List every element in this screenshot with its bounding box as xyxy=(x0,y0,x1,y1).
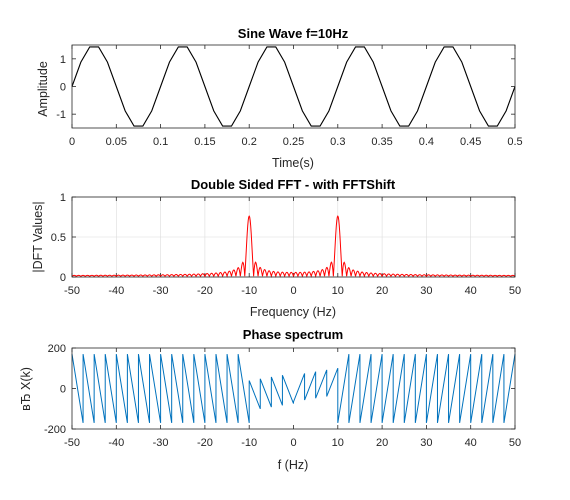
sine-wave-ticks: 0 0.05 0.1 0.15 0.2 0.25 0.3 0.35 0.4 0.45 0.5 -1 0 1 xyxy=(56,45,523,148)
x-tick-label: 30 xyxy=(420,437,432,449)
y-tick-label: 0 xyxy=(60,384,66,396)
phase-ylabel: вЂ X(k) xyxy=(19,367,33,411)
x-tick-label: -30 xyxy=(153,437,169,449)
x-tick-label: 10 xyxy=(332,437,344,449)
y-tick-label: 0 xyxy=(60,82,66,94)
fft-grid xyxy=(71,196,516,278)
x-tick-label: 40 xyxy=(465,437,477,449)
fft-ticks: -50 -40 -30 -20 -10 0 10 20 30 40 50 0 0.5 1 xyxy=(51,192,521,297)
phase-line xyxy=(71,353,516,424)
fft-xlabel: Frequency (Hz) xyxy=(250,305,336,319)
x-tick-label: 0.4 xyxy=(419,136,434,148)
x-tick-label: 20 xyxy=(376,437,388,449)
x-tick-label: 0.25 xyxy=(283,136,304,148)
x-tick-label: 0 xyxy=(290,437,296,449)
y-tick-label: 200 xyxy=(48,343,66,355)
fft-magnitude-line xyxy=(71,215,516,279)
x-tick-label: 0.05 xyxy=(106,136,127,148)
sine-wave-xlabel: Time(s) xyxy=(272,156,314,170)
sine-wave-title: Sine Wave f=10Hz xyxy=(238,26,349,41)
x-tick-label: 20 xyxy=(376,285,388,297)
y-tick-label: 1 xyxy=(60,54,66,66)
x-tick-label: 0 xyxy=(290,285,296,297)
x-tick-label: -20 xyxy=(197,437,213,449)
x-tick-label: 0 xyxy=(69,136,75,148)
sine-wave-line xyxy=(71,46,516,127)
y-tick-label: -1 xyxy=(56,109,66,121)
x-tick-label: 10 xyxy=(332,285,344,297)
fft-ylabel: |DFT Values| xyxy=(31,201,45,272)
x-tick-label: 50 xyxy=(509,285,521,297)
x-tick-label: -40 xyxy=(108,285,124,297)
phase-xlabel: f (Hz) xyxy=(278,458,309,472)
fft-axes-box xyxy=(71,196,516,278)
x-tick-label: 0.3 xyxy=(330,136,345,148)
x-tick-label: 30 xyxy=(420,285,432,297)
phase-panel: Phase spectrum f (Hz) вЂ X(k) -50 -40 -30 -… xyxy=(19,327,521,472)
x-tick-label: -20 xyxy=(197,285,213,297)
x-tick-label: 40 xyxy=(465,285,477,297)
x-tick-label: -10 xyxy=(241,285,257,297)
y-tick-label: 0 xyxy=(60,272,66,284)
phase-axes-box xyxy=(71,347,516,430)
x-tick-label: -10 xyxy=(241,437,257,449)
x-tick-label: 0.5 xyxy=(507,136,522,148)
sine-wave-axes-box xyxy=(71,44,516,129)
x-tick-label: 0.2 xyxy=(242,136,257,148)
x-tick-label: 0.1 xyxy=(153,136,168,148)
x-tick-label: -50 xyxy=(64,437,80,449)
x-tick-label: -50 xyxy=(64,285,80,297)
fft-panel: Double Sided FFT - with FFTShift Frequen… xyxy=(31,177,521,319)
x-tick-label: 50 xyxy=(509,437,521,449)
y-tick-label: 0.5 xyxy=(51,232,66,244)
x-tick-label: 0.45 xyxy=(460,136,481,148)
y-tick-label: -200 xyxy=(44,424,66,436)
y-tick-label: 1 xyxy=(60,192,66,204)
sine-wave-panel: Sine Wave f=10Hz Time(s) Amplitude 0 0.05… xyxy=(36,26,523,170)
x-tick-label: -30 xyxy=(153,285,169,297)
x-tick-label: 0.35 xyxy=(371,136,392,148)
x-tick-label: 0.15 xyxy=(194,136,215,148)
fft-title: Double Sided FFT - with FFTShift xyxy=(191,177,396,192)
phase-title: Phase spectrum xyxy=(243,327,343,342)
x-tick-label: -40 xyxy=(108,437,124,449)
sine-wave-ylabel: Amplitude xyxy=(36,61,50,117)
